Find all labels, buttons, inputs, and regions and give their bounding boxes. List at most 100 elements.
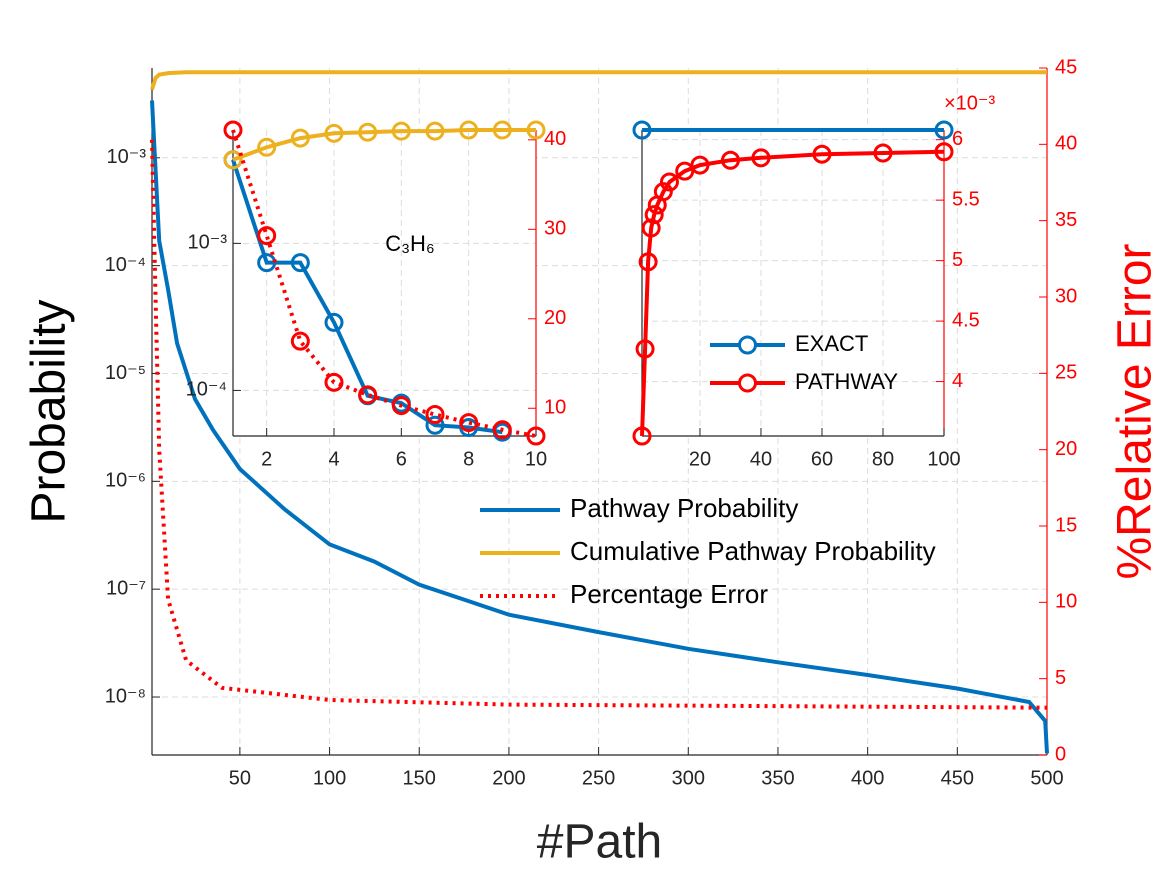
marker bbox=[290, 253, 310, 273]
marker bbox=[391, 121, 411, 141]
x-tick-label: 500 bbox=[1030, 767, 1063, 789]
y-tick-label: 10⁻⁶ bbox=[105, 470, 146, 492]
marker bbox=[873, 143, 893, 163]
marker bbox=[638, 252, 658, 272]
series-line bbox=[150, 139, 1048, 710]
marker bbox=[459, 413, 479, 433]
series-line bbox=[150, 100, 1049, 754]
series-line bbox=[231, 129, 537, 438]
y-tick-label: 10⁻³ bbox=[107, 146, 147, 168]
x-tick-label: 20 bbox=[689, 448, 711, 470]
x-tick-label: 10 bbox=[525, 448, 547, 470]
marker bbox=[223, 120, 243, 140]
marker bbox=[632, 426, 652, 446]
x-tick-label: 450 bbox=[941, 767, 974, 789]
x-tick-label: 2 bbox=[261, 448, 272, 470]
y-axis-label: Probability bbox=[23, 299, 76, 523]
marker bbox=[653, 182, 673, 202]
marker bbox=[659, 172, 679, 192]
marker bbox=[934, 120, 954, 140]
series-line bbox=[231, 159, 503, 435]
y-tick-label: 10⁻⁴ bbox=[105, 254, 146, 276]
y2-tick-label: 10 bbox=[544, 397, 566, 419]
x-tick-label: 350 bbox=[761, 767, 794, 789]
marker bbox=[391, 396, 411, 416]
x-tick-label: 40 bbox=[750, 448, 772, 470]
x-tick-label: 200 bbox=[492, 767, 525, 789]
y2-tick-label: 4.5 bbox=[952, 309, 980, 331]
y2-tick-label: 10 bbox=[1055, 591, 1077, 613]
y2-tick-label: 30 bbox=[544, 218, 566, 240]
x-axis-label: #Path bbox=[537, 816, 662, 869]
marker bbox=[358, 385, 378, 405]
x-tick-label: 60 bbox=[811, 448, 833, 470]
plot: 2 4 6 8 10 10⁻⁴ 10⁻³ 10 20 30 40 C₃H₆ bbox=[186, 120, 566, 470]
marker bbox=[641, 218, 661, 238]
series-line bbox=[640, 149, 945, 437]
y2-axis-label: %Relative Error bbox=[1109, 243, 1162, 579]
marker bbox=[720, 150, 740, 170]
x-tick-label: 400 bbox=[851, 767, 884, 789]
y2-tick-label: 5 bbox=[952, 249, 963, 271]
y2-tick-label: 20 bbox=[544, 307, 566, 329]
y-tick-label: 10⁻⁸ bbox=[105, 685, 146, 707]
legend-marker bbox=[738, 373, 757, 393]
x-tick-label: 50 bbox=[229, 767, 251, 789]
x-tick-label: 8 bbox=[463, 448, 474, 470]
y2-tick-label: 15 bbox=[1055, 514, 1077, 536]
marker bbox=[223, 150, 243, 170]
x-tick-label: 100 bbox=[927, 448, 960, 470]
x-tick-label: 300 bbox=[672, 767, 705, 789]
marker bbox=[492, 120, 512, 140]
marker bbox=[751, 148, 771, 168]
marker bbox=[324, 123, 344, 143]
y2-tick-label: 25 bbox=[1055, 362, 1077, 384]
axis-multiplier: ×10⁻³ bbox=[944, 92, 995, 114]
marker bbox=[812, 144, 832, 164]
y2-tick-label: 5 bbox=[1055, 667, 1066, 689]
legend-label: EXACT bbox=[795, 331, 868, 356]
marker bbox=[644, 205, 664, 225]
marker bbox=[425, 121, 445, 141]
marker bbox=[492, 420, 512, 440]
y2-tick-label: 45 bbox=[1055, 56, 1077, 78]
marker bbox=[934, 142, 954, 162]
marker bbox=[257, 137, 277, 157]
y-tick-label: 10⁻⁴ bbox=[186, 379, 227, 401]
y2-tick-label: 4 bbox=[952, 370, 963, 392]
x-tick-label: 4 bbox=[328, 448, 339, 470]
x-tick-label: 6 bbox=[396, 448, 407, 470]
y2-tick-label: 6 bbox=[952, 128, 963, 150]
x-tick-label: 150 bbox=[403, 767, 436, 789]
y2-tick-label: 0 bbox=[1055, 743, 1066, 765]
x-tick-label: 250 bbox=[582, 767, 615, 789]
marker bbox=[358, 122, 378, 142]
plot: 20 40 60 80 100 4 4.5 5 5.5 6 ×10⁻³ EXACT PATHWAY bbox=[632, 92, 995, 470]
marker bbox=[526, 120, 546, 140]
series-line bbox=[232, 128, 536, 162]
marker bbox=[425, 405, 445, 425]
y2-tick-label: 40 bbox=[544, 128, 566, 150]
y-tick-label: 10⁻⁷ bbox=[106, 577, 146, 599]
y-tick-label: 10⁻⁵ bbox=[105, 362, 146, 384]
y2-tick-label: 35 bbox=[1055, 209, 1077, 231]
y2-tick-label: 5.5 bbox=[952, 188, 980, 210]
x-tick-label: 80 bbox=[872, 448, 894, 470]
marker bbox=[324, 312, 344, 332]
y2-tick-label: 20 bbox=[1055, 438, 1077, 460]
legend-label: PATHWAY bbox=[795, 369, 898, 394]
y-tick-label: 10⁻³ bbox=[188, 232, 228, 254]
plot: 50 100 150 200 250 300 350 400 450 50010⁻⁸10⁻⁷10⁻… bbox=[23, 56, 1162, 868]
legend-label: Percentage Error bbox=[570, 579, 768, 609]
y2-tick-label: 30 bbox=[1055, 285, 1077, 307]
y2-tick-label: 40 bbox=[1055, 133, 1077, 155]
marker bbox=[632, 120, 652, 140]
x-tick-label: 100 bbox=[313, 767, 346, 789]
series-line bbox=[150, 70, 1047, 91]
marker bbox=[635, 339, 655, 359]
legend-label: Pathway Probability bbox=[570, 493, 798, 523]
marker bbox=[425, 415, 445, 435]
marker bbox=[257, 226, 277, 246]
legend-marker bbox=[738, 335, 757, 355]
